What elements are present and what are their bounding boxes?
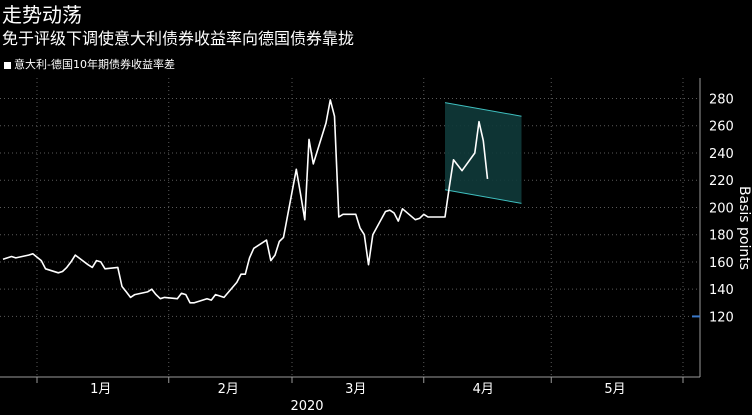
x-tick-label: 5月 [604,382,625,397]
y-tick-label: 260 [709,120,734,135]
trend-channel-upper [444,102,522,117]
chart-legend: 意大利-德国10年期债券收益率差 [4,58,175,72]
trend-channel-lower [444,189,522,204]
x-tick-label: 2月 [218,382,239,397]
chart-title: 走势动荡 [2,3,82,27]
y-tick-label: 220 [709,174,734,189]
x-tick-label: 1月 [90,382,111,397]
y-tick-label: 240 [709,147,734,162]
trend-channel-fill [445,102,522,204]
y-tick-label: 280 [709,93,734,108]
y-tick-label: 180 [709,229,734,244]
legend-label: 意大利-德国10年期债券收益率差 [14,58,175,71]
x-tick-label: 4月 [473,382,494,397]
series-line [2,99,489,304]
x-tick-label: 3月 [345,382,366,397]
y-tick-label: 160 [709,256,734,271]
legend-swatch [4,61,11,69]
y-tick-label: 200 [709,201,734,216]
y-tick-label: 120 [709,310,734,325]
y-axis-title: Basis points [736,186,752,270]
chart-subtitle: 免于评级下调使意大利债券收益率向德国债券靠拢 [2,29,355,48]
x-axis-label: 2020 [290,399,323,414]
y-tick-label: 140 [709,283,734,298]
